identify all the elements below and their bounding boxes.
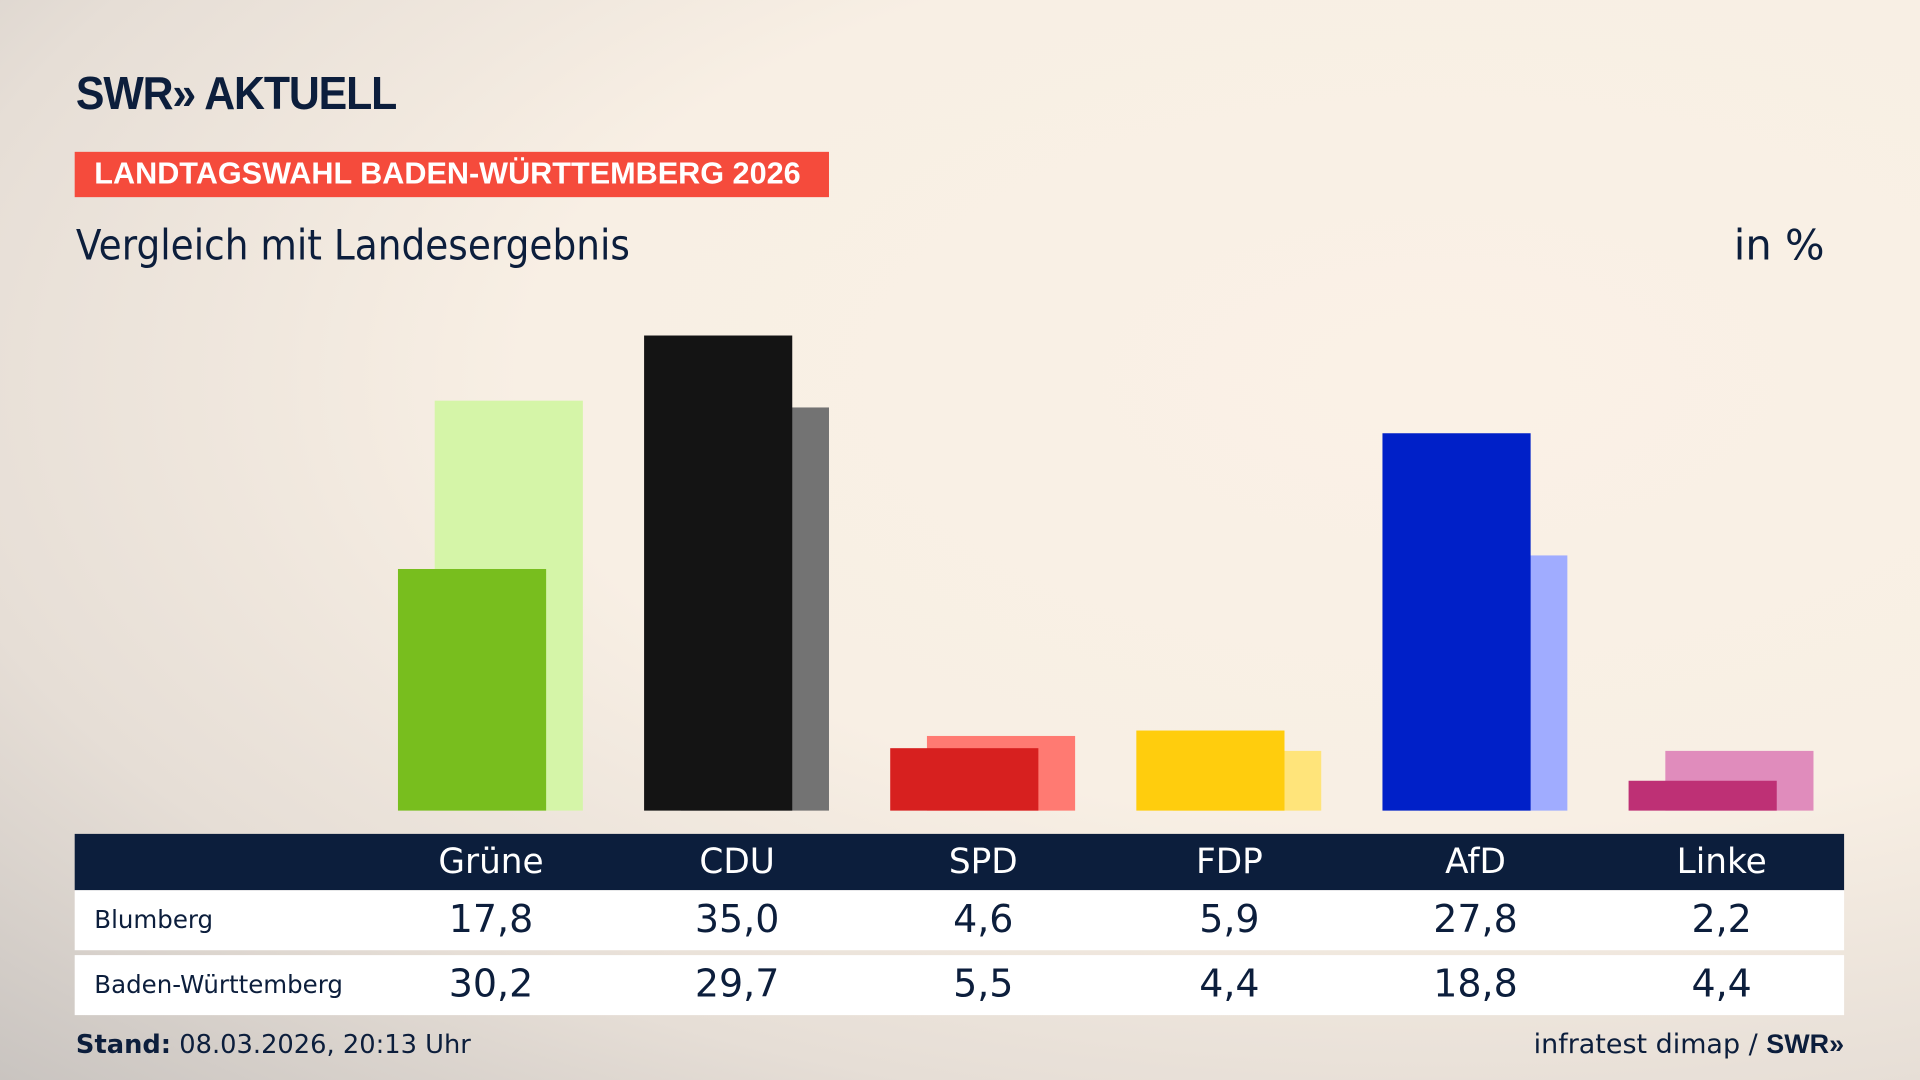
value-cell: 29,7 <box>694 962 780 1007</box>
party-label: FDP <box>1195 841 1263 882</box>
bar-blumberg-spd <box>890 748 1039 811</box>
party-label: Grüne <box>438 841 544 882</box>
bar-blumberg-fdp <box>1136 730 1285 811</box>
bar-blumberg-gruene <box>397 568 547 811</box>
row-label: Baden-Württemberg <box>94 969 343 1000</box>
bar-blumberg-cdu <box>644 335 793 811</box>
value-cell: 4,6 <box>953 897 1014 942</box>
swr-logo: SWR» <box>1766 1028 1845 1060</box>
election-badge: LANDTAGSWAHL BADEN-WÜRTTEMBERG 2026 <box>74 151 829 198</box>
source-text: infratest dimap / <box>1533 1029 1758 1061</box>
row-label: Blumberg <box>94 904 214 935</box>
bar-blumberg-linke <box>1628 780 1777 811</box>
party-label: CDU <box>699 841 775 882</box>
table-header: Grüne CDU SPD FDP AfD Linke <box>74 833 1845 891</box>
bar-blumberg-afd <box>1382 433 1531 811</box>
stand-value: 08.03.2026, 20:13 Uhr <box>179 1029 471 1060</box>
party-label: Linke <box>1676 841 1767 882</box>
timestamp: Stand: 08.03.2026, 20:13 Uhr <box>76 1030 471 1059</box>
table-row: Blumberg 17,8 35,0 4,6 5,9 27,8 2,2 <box>74 890 1845 951</box>
party-label: SPD <box>948 841 1018 882</box>
value-cell: 30,2 <box>448 962 534 1007</box>
stand-label: Stand: <box>75 1029 172 1060</box>
value-cell: 27,8 <box>1433 897 1518 942</box>
party-label: AfD <box>1445 841 1506 882</box>
value-cell: 4,4 <box>1199 962 1260 1007</box>
unit-label: in % <box>1733 221 1825 271</box>
value-cell: 4,4 <box>1691 962 1752 1007</box>
value-cell: 18,8 <box>1433 962 1518 1007</box>
value-cell: 5,5 <box>953 962 1014 1007</box>
results-table: Grüne CDU SPD FDP AfD Linke Blumberg 17,8 35,0… <box>74 833 1845 1016</box>
swr-aktuell-logo: SWR» AKTUELL <box>75 68 397 121</box>
source: infratest dimap / SWR» <box>1534 1029 1844 1061</box>
value-cell: 2,2 <box>1691 897 1752 942</box>
value-cell: 17,8 <box>448 897 534 942</box>
table-row: Baden-Württemberg 30,2 29,7 5,5 4,4 18,8 4,4 <box>74 955 1845 1016</box>
value-cell: 35,0 <box>694 897 780 942</box>
chart-subtitle: Vergleich mit Landesergebnis <box>75 221 630 271</box>
value-cell: 5,9 <box>1199 897 1260 942</box>
